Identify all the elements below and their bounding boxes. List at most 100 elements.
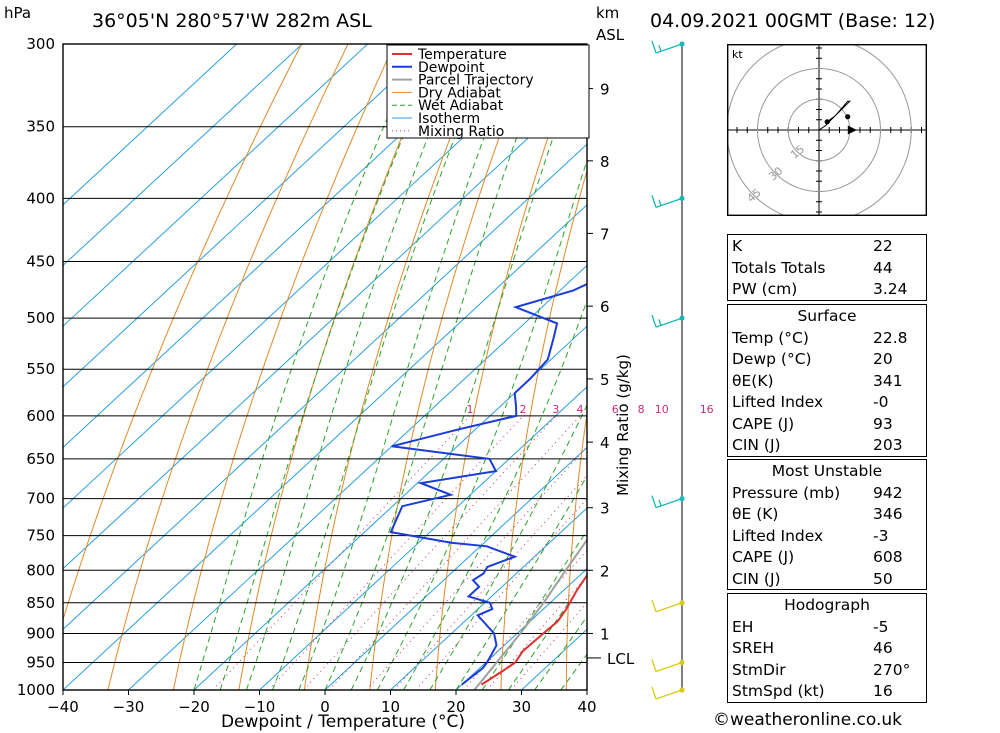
wind-barb-shaft: [655, 317, 683, 328]
isotherm-line: [259, 386, 587, 690]
km-tick-label: 2: [600, 562, 610, 580]
hodograph-ring-label: 45: [745, 186, 764, 205]
wet-adiabat-line: [481, 529, 587, 690]
km-tick-label: 4: [600, 434, 610, 452]
hodograph-start-dot: [824, 119, 830, 125]
most-unstable-value: 50: [873, 569, 893, 588]
isotherm-line: [63, 44, 238, 206]
hodograph-ring: [757, 68, 881, 192]
most-unstable-title: Most Unstable: [771, 462, 883, 480]
x-tick-label: 40: [577, 698, 596, 716]
mixing-ratio-line: [393, 474, 587, 690]
wind-barb-flag: [651, 314, 657, 328]
most-unstable-label: Lifted Index: [732, 526, 824, 545]
most-unstable-row: θE (K) 346: [728, 503, 926, 525]
wet-adiabat-line: [376, 158, 587, 690]
surface-label: Lifted Index: [732, 393, 824, 411]
wind-barb-half-flag: [658, 45, 662, 52]
hodograph-table-title: Hodograph: [784, 596, 870, 614]
index-label: PW (cm): [732, 280, 798, 298]
most-unstable-value: -3: [873, 526, 889, 545]
pressure-tick-label: 800: [26, 561, 55, 579]
hodograph-unit: kt: [732, 48, 743, 61]
most-unstable-table: Most Unstable Pressure (mb) 942 θE (K) 346 L…: [727, 459, 927, 590]
hodograph-table-label: SREH: [732, 639, 775, 657]
legend-entry: Isotherm: [418, 111, 480, 127]
hodograph-table-value: 46: [873, 639, 893, 657]
wind-barb-half-flag: [658, 499, 662, 507]
km-tick-label: 3: [600, 500, 610, 518]
hodograph-table-value: -5: [873, 617, 889, 636]
isotherm-line: [63, 82, 587, 570]
wind-barb-shaft: [655, 661, 683, 673]
km-tick-label: 5: [600, 371, 610, 389]
hodograph-table-row: SREH 46: [728, 637, 926, 659]
surface-table: Surface Temp (°C) 22.8 Dewp (°C) 20 θE(K) 341…: [727, 304, 927, 457]
surface-row: θE(K) 341: [728, 370, 926, 392]
wind-barb-shaft: [655, 498, 683, 509]
legend-entry: Temperature: [417, 47, 507, 63]
wet-adiabat-line: [534, 615, 587, 690]
legend-entry: Parcel Trajectory: [418, 73, 534, 89]
isotherm-line: [63, 143, 587, 631]
km-unit-label: km: [596, 4, 620, 22]
pressure-tick-label: 500: [26, 309, 55, 327]
surface-label: CAPE (J): [732, 414, 795, 433]
legend-box: [386, 44, 590, 139]
x-axis-label: Dewpoint / Temperature (°C): [221, 712, 465, 732]
most-unstable-label: θE (K): [732, 505, 779, 523]
hodograph-table-value: 16: [873, 682, 893, 700]
mixing-ratio-line: [268, 415, 524, 690]
km-tick-label: 8: [600, 153, 610, 171]
surface-row: Lifted Index -0: [728, 391, 926, 413]
hodograph-table-row: EH -5: [728, 616, 926, 638]
surface-row: CAPE (J) 93: [728, 413, 926, 435]
lcl-label: LCL: [607, 650, 635, 668]
isotherm-line: [63, 204, 587, 690]
surface-value: 341: [873, 371, 903, 390]
surface-row: Dewp (°C) 20: [728, 348, 926, 370]
mixing-ratio-label: 1: [467, 403, 474, 416]
wind-barb-shaft: [655, 43, 683, 54]
index-value: 22: [873, 237, 893, 255]
most-unstable-value: 942: [873, 483, 903, 502]
pressure-tick-label: 450: [26, 253, 55, 271]
dry-adiabat-line: [107, 44, 349, 690]
pressure-unit-label: hPa: [4, 4, 32, 22]
hodograph-table-value: 270°: [873, 660, 911, 679]
pressure-tick-label: 950: [26, 653, 55, 671]
hodograph-ring-label: 30: [766, 164, 785, 183]
isotherm-line: [455, 568, 587, 690]
wet-adiabat-line: [245, 44, 467, 690]
wind-barb-flag: [651, 659, 657, 672]
mixing-ratio-line: [486, 575, 587, 690]
index-value: 44: [873, 258, 893, 277]
mixing-ratio-line: [328, 415, 581, 690]
surface-value: 93: [873, 414, 893, 433]
mixing-ratio-label: 3: [552, 403, 559, 416]
legend-entry: Mixing Ratio: [418, 124, 504, 140]
copyright-footer[interactable]: ©weatheronline.co.uk: [713, 710, 903, 730]
dry-adiabat-line: [631, 44, 720, 690]
most-unstable-label: CAPE (J): [732, 548, 795, 566]
wind-barb-flag: [651, 195, 657, 208]
wind-barb-shaft: [655, 197, 683, 208]
most-unstable-row: Lifted Index -3: [728, 525, 926, 547]
datetime-title: 04.09.2021 00GMT (Base: 12): [650, 10, 936, 32]
x-tick-label: 20: [446, 698, 465, 716]
most-unstable-label: Pressure (mb): [732, 483, 841, 502]
mixing-ratio-line: [303, 415, 557, 690]
dry-adiabat-line: [238, 44, 442, 690]
hodograph-table: Hodograph EH -5 SREH 46 StmDir 270° StmSpd (kt…: [727, 593, 927, 703]
wind-barb-half-flag: [658, 199, 662, 206]
skew-t-chart: 3003504004505005506006507007508008509009…: [17, 35, 720, 732]
isotherm-line: [63, 44, 565, 509]
x-tick-label: −40: [47, 698, 79, 716]
series-line-temperature: [480, 573, 587, 686]
isotherm-line: [390, 507, 587, 690]
isotherm-line: [63, 44, 500, 449]
pressure-tick-label: 350: [26, 118, 55, 136]
